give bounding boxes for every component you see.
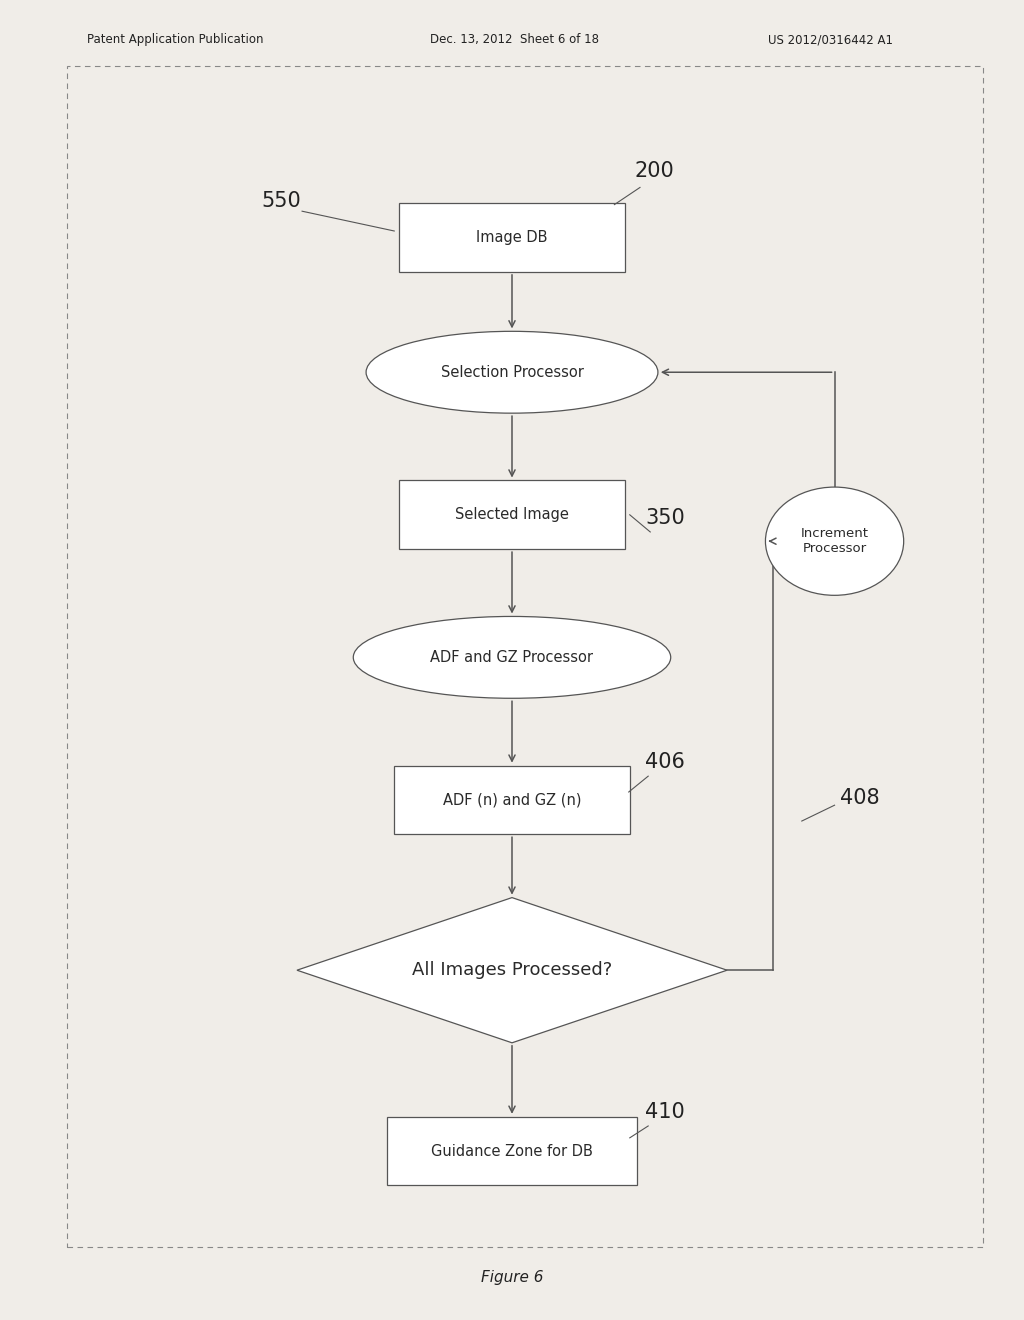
FancyBboxPatch shape bbox=[387, 1117, 637, 1185]
Text: 350: 350 bbox=[645, 508, 685, 528]
Ellipse shape bbox=[367, 331, 657, 413]
Text: ADF (n) and GZ (n): ADF (n) and GZ (n) bbox=[442, 792, 582, 808]
Text: US 2012/0316442 A1: US 2012/0316442 A1 bbox=[768, 33, 893, 46]
Text: Selected Image: Selected Image bbox=[455, 507, 569, 523]
Text: Guidance Zone for DB: Guidance Zone for DB bbox=[431, 1143, 593, 1159]
Text: 550: 550 bbox=[261, 191, 301, 211]
Text: Patent Application Publication: Patent Application Publication bbox=[87, 33, 263, 46]
Ellipse shape bbox=[765, 487, 903, 595]
Text: Selection Processor: Selection Processor bbox=[440, 364, 584, 380]
FancyBboxPatch shape bbox=[399, 480, 625, 549]
Text: Increment
Processor: Increment Processor bbox=[801, 527, 868, 556]
Text: 408: 408 bbox=[840, 788, 880, 808]
Text: Image DB: Image DB bbox=[476, 230, 548, 246]
FancyBboxPatch shape bbox=[399, 203, 625, 272]
Text: ADF and GZ Processor: ADF and GZ Processor bbox=[430, 649, 594, 665]
Ellipse shape bbox=[353, 616, 671, 698]
Text: 410: 410 bbox=[645, 1102, 685, 1122]
FancyBboxPatch shape bbox=[394, 766, 630, 834]
Text: All Images Processed?: All Images Processed? bbox=[412, 961, 612, 979]
Polygon shape bbox=[297, 898, 727, 1043]
Text: Figure 6: Figure 6 bbox=[480, 1270, 544, 1286]
Text: Dec. 13, 2012  Sheet 6 of 18: Dec. 13, 2012 Sheet 6 of 18 bbox=[430, 33, 599, 46]
Text: 406: 406 bbox=[645, 752, 685, 772]
Text: 200: 200 bbox=[635, 161, 675, 181]
